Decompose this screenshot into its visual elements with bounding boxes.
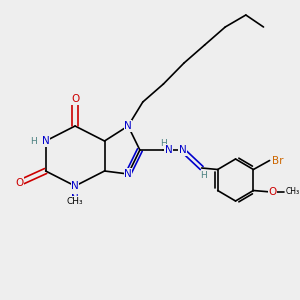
Text: H: H bbox=[160, 139, 167, 148]
Text: O: O bbox=[15, 178, 23, 188]
Text: O: O bbox=[71, 94, 79, 104]
Text: H: H bbox=[200, 171, 206, 180]
Text: N: N bbox=[124, 169, 132, 179]
Text: N: N bbox=[179, 145, 186, 155]
Text: N: N bbox=[165, 145, 172, 155]
Text: N: N bbox=[124, 121, 132, 131]
Text: O: O bbox=[268, 187, 277, 197]
Text: N: N bbox=[42, 136, 50, 146]
Text: Br: Br bbox=[272, 155, 284, 166]
Text: H: H bbox=[31, 136, 37, 146]
Text: CH₃: CH₃ bbox=[67, 196, 83, 206]
Text: N: N bbox=[71, 194, 79, 204]
Text: CH₃: CH₃ bbox=[286, 188, 300, 196]
Text: N: N bbox=[71, 181, 79, 191]
